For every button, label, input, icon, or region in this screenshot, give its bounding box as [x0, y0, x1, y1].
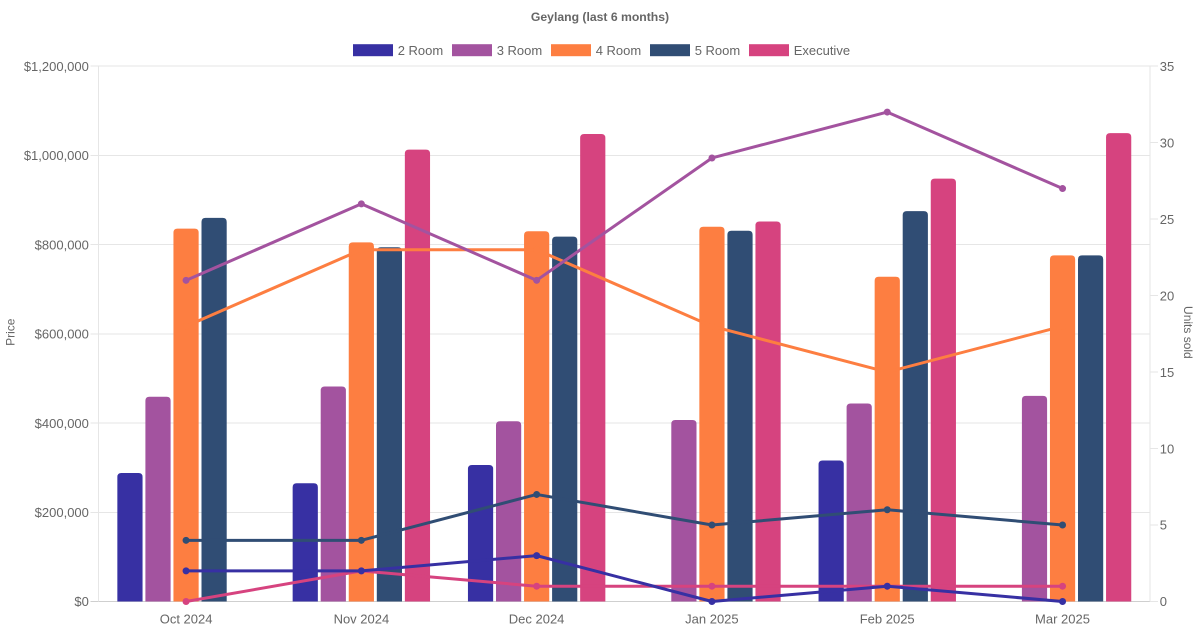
- svg-text:$200,000: $200,000: [35, 505, 89, 520]
- svg-text:Units sold: Units sold: [1181, 306, 1195, 359]
- svg-text:Geylang (last 6 months): Geylang (last 6 months): [531, 10, 669, 24]
- svg-text:$600,000: $600,000: [35, 327, 89, 342]
- svg-text:Mar 2025: Mar 2025: [1035, 612, 1090, 627]
- svg-text:2 Room: 2 Room: [398, 43, 444, 58]
- svg-text:0: 0: [1160, 594, 1167, 609]
- svg-text:$400,000: $400,000: [35, 416, 89, 431]
- svg-text:25: 25: [1160, 212, 1174, 227]
- svg-text:5: 5: [1160, 518, 1167, 533]
- svg-text:Nov 2024: Nov 2024: [334, 612, 390, 627]
- svg-text:$1,000,000: $1,000,000: [24, 148, 89, 163]
- svg-text:Oct 2024: Oct 2024: [160, 612, 213, 627]
- svg-text:10: 10: [1160, 441, 1174, 456]
- svg-text:35: 35: [1160, 59, 1174, 74]
- svg-text:$800,000: $800,000: [35, 237, 89, 252]
- svg-text:Jan 2025: Jan 2025: [685, 612, 739, 627]
- svg-text:3 Room: 3 Room: [497, 43, 543, 58]
- svg-text:4 Room: 4 Room: [596, 43, 642, 58]
- svg-text:Executive: Executive: [794, 43, 850, 58]
- svg-text:15: 15: [1160, 365, 1174, 380]
- svg-text:$1,200,000: $1,200,000: [24, 59, 89, 74]
- svg-text:5 Room: 5 Room: [695, 43, 741, 58]
- svg-text:Price: Price: [3, 318, 17, 346]
- svg-text:Dec 2024: Dec 2024: [509, 612, 565, 627]
- svg-text:$0: $0: [74, 594, 88, 609]
- svg-text:Feb 2025: Feb 2025: [860, 612, 915, 627]
- svg-text:30: 30: [1160, 135, 1174, 150]
- svg-text:20: 20: [1160, 288, 1174, 303]
